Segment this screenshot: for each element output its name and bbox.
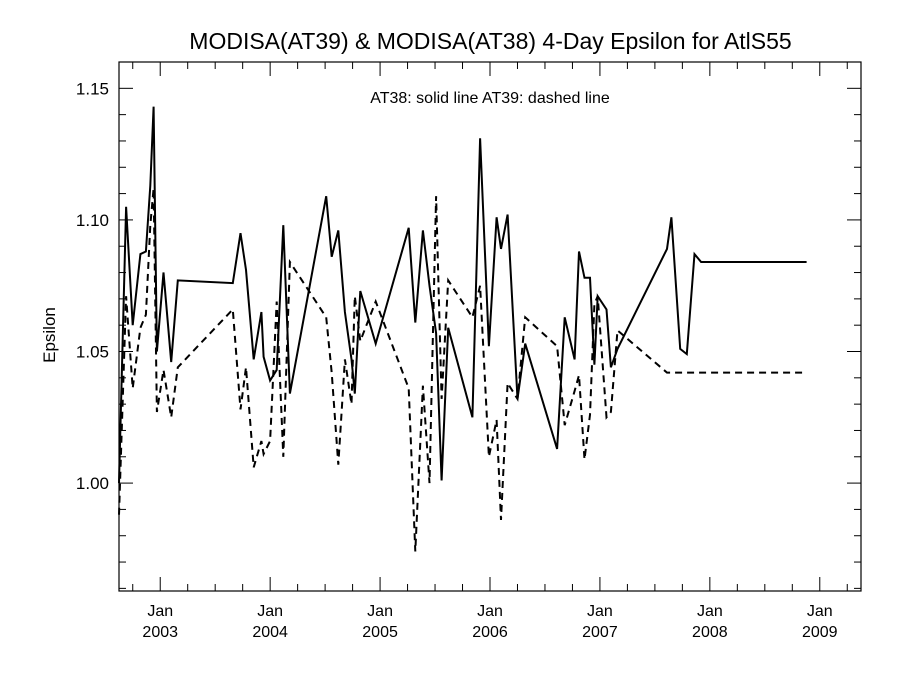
series-line-at39-dashed [118,188,807,552]
x-tick-month-label: Jan [807,603,833,620]
x-tick-month-label: Jan [367,603,393,620]
x-tick-month-label: Jan [477,603,503,620]
x-tick-month-label: Jan [257,603,283,620]
x-tick-year-label: 2003 [142,624,178,641]
x-tick-month-label: Jan [587,603,613,620]
y-tick-label: 1.05 [76,343,109,362]
x-tick-year-label: 2008 [692,624,728,641]
chart-title: MODISA(AT39) & MODISA(AT38) 4-Day Epsilo… [189,28,792,54]
y-tick-label: 1.00 [76,474,109,493]
series-line-at38-solid [118,106,807,484]
x-tick-year-label: 2009 [802,624,838,641]
x-tick-year-label: 2005 [362,624,398,641]
y-tick-label: 1.10 [76,211,109,230]
x-tick-month-label: Jan [697,603,723,620]
line-style-annotation: AT38: solid line AT39: dashed line [370,90,610,107]
x-tick-year-label: 2004 [252,624,288,641]
x-tick-month-label: Jan [147,603,173,620]
x-tick-year-label: 2007 [582,624,618,641]
y-tick-label: 1.15 [76,79,109,98]
x-tick-year-label: 2006 [472,624,508,641]
